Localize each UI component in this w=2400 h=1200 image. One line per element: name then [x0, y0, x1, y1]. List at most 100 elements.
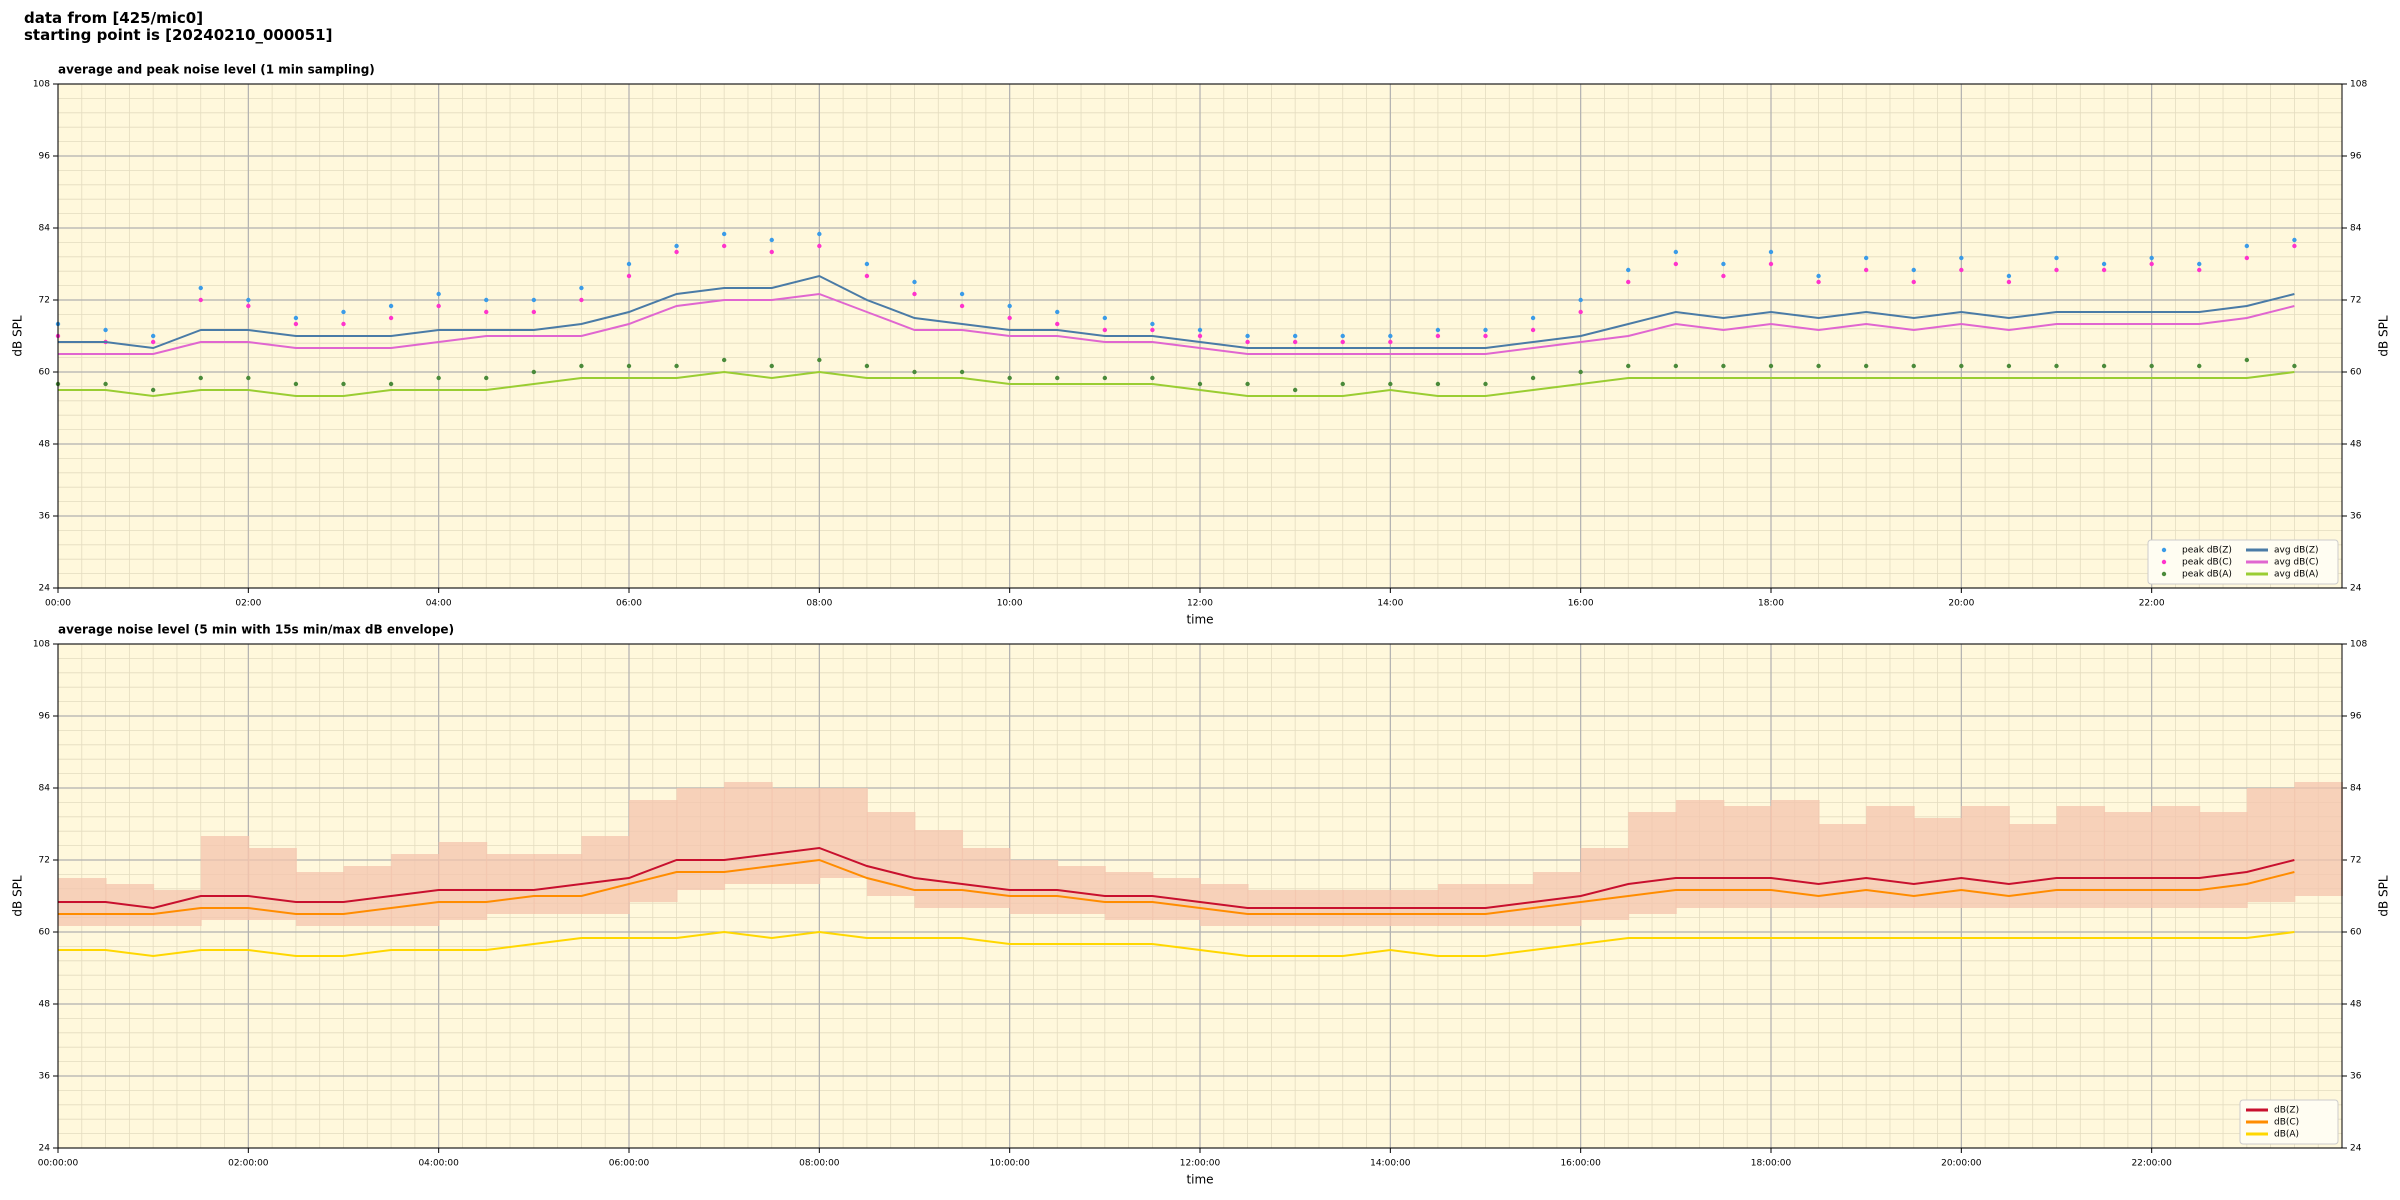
peak-dot: [1483, 333, 1488, 339]
peak-dot: [388, 303, 394, 309]
x-tick-label: 16:00: [1568, 599, 1594, 609]
peak-dot: [1530, 315, 1536, 321]
plot-frame: [57, 643, 2343, 1149]
envelope-band: [2056, 806, 2106, 908]
y-tick-label: 84: [39, 784, 51, 794]
peak-dot: [436, 375, 441, 381]
peak-dot: [1626, 363, 1631, 369]
peak-dot: [1292, 333, 1298, 339]
x-tick-label: 10:00: [997, 599, 1023, 609]
y-tick-label: 72: [2350, 296, 2361, 306]
peak-dot: [721, 231, 727, 237]
peak-dot: [1102, 375, 1108, 381]
x-tick-label: 06:00:00: [609, 1159, 650, 1169]
peak-dot: [198, 375, 203, 381]
legend-box: [2147, 539, 2339, 585]
peak-dot: [1863, 267, 1869, 273]
peak-dot: [2006, 279, 2012, 285]
peak-dot: [1911, 267, 1916, 273]
peak-dot: [1530, 375, 1536, 381]
envelope-band: [248, 848, 297, 920]
y-tick-label: 108: [2350, 80, 2367, 90]
peak-dot: [2292, 363, 2297, 369]
series-line: [58, 858, 2295, 915]
peak-dot: [1483, 381, 1488, 387]
peak-dot: [1292, 339, 1298, 345]
envelope-band: [1628, 812, 1677, 914]
y-tick-label: 48: [2350, 1000, 2362, 1010]
envelope-band: [2294, 782, 2343, 896]
peak-dot: [2244, 357, 2250, 363]
peak-dot: [1340, 333, 1345, 339]
peak-dot: [626, 261, 632, 267]
peak-dot: [959, 369, 965, 375]
legend-label: dB(A): [2274, 1130, 2299, 1140]
peak-dot: [1388, 339, 1393, 345]
peak-dot: [579, 285, 584, 291]
peak-dot: [436, 303, 441, 309]
peak-dot: [531, 369, 537, 375]
y-axis-label: dB SPL: [2377, 875, 2391, 917]
peak-dot: [1483, 327, 1488, 333]
envelope-band: [2246, 788, 2296, 902]
peak-dot: [2006, 363, 2012, 369]
peak-dot: [674, 363, 679, 369]
legend-label: avg dB(A): [2274, 570, 2318, 580]
peak-dot: [1578, 309, 1583, 315]
peak-dot: [1150, 375, 1155, 381]
peak-dot: [2292, 237, 2297, 243]
x-tick-label: 16:00:00: [1560, 1159, 1601, 1169]
header-line: data from [425/mic0]: [24, 9, 204, 27]
peak-dot: [912, 291, 917, 297]
x-tick-label: 14:00:00: [1370, 1159, 1411, 1169]
peak-dot: [1673, 363, 1679, 369]
peak-dot: [2006, 273, 2012, 279]
envelope-band: [676, 788, 726, 890]
legend-label: peak dB(Z): [2182, 546, 2232, 556]
envelope-band: [1675, 800, 1725, 908]
peak-dot: [1721, 261, 1726, 267]
peak-dot: [103, 327, 108, 333]
legend-label: peak dB(A): [2182, 570, 2232, 580]
y-tick-label: 60: [39, 928, 51, 938]
y-tick-label: 24: [2350, 1144, 2362, 1154]
peak-dot: [769, 249, 774, 255]
x-tick-label: 14:00: [1377, 599, 1403, 609]
peak-dot: [1150, 321, 1155, 327]
y-tick-label: 96: [2350, 152, 2362, 162]
peak-dot: [484, 297, 489, 303]
peak-dot: [1863, 363, 1869, 369]
envelope-band: [866, 812, 916, 896]
peak-dot: [1245, 381, 1250, 387]
peak-dot: [1959, 363, 1964, 369]
peak-dot: [1245, 333, 1250, 339]
peak-dot: [198, 297, 203, 303]
x-tick-label: 02:00:00: [228, 1159, 269, 1169]
peak-dot: [150, 333, 156, 339]
envelope-band: [438, 842, 488, 920]
peak-dot: [1673, 261, 1679, 267]
peak-dot: [1055, 321, 1060, 327]
peak-dot: [2292, 243, 2297, 249]
peak-dot: [1626, 279, 1631, 285]
peak-dot: [1055, 309, 1060, 315]
envelope-band: [295, 872, 345, 926]
envelope-band: [1437, 884, 1487, 926]
peak-dot: [150, 387, 156, 393]
peak-dot: [341, 321, 346, 327]
y-tick-label: 24: [39, 1144, 51, 1154]
y-tick-label: 60: [2350, 368, 2362, 378]
y-tick-label: 108: [2350, 640, 2367, 650]
x-tick-label: 02:00: [235, 599, 261, 609]
envelope-band: [1771, 800, 1820, 908]
peak-dot: [1816, 273, 1821, 279]
plot-frame: [57, 83, 2343, 589]
peak-dot: [2054, 363, 2059, 369]
y-tick-label: 60: [39, 368, 51, 378]
series-line: [58, 292, 2295, 355]
envelope-band: [1723, 806, 1772, 908]
y-tick-label: 108: [33, 80, 50, 90]
peak-dot: [1197, 327, 1203, 333]
legend-label: avg dB(C): [2274, 558, 2319, 568]
peak-dot: [1340, 381, 1345, 387]
